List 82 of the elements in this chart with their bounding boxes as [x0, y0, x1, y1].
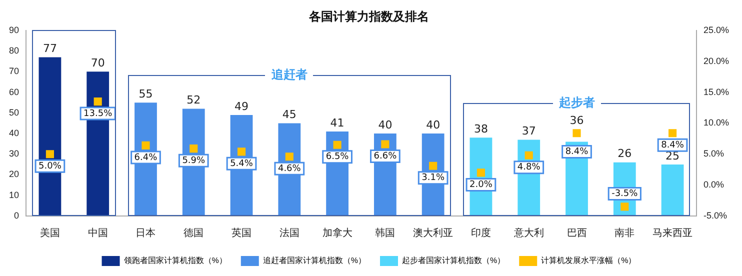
point — [476, 168, 486, 177]
data-label: 40 — [378, 118, 392, 132]
data-label: 6.4% — [134, 152, 158, 163]
data-label: 8.4% — [565, 147, 589, 158]
x-tick-label: 意大利 — [512, 226, 544, 239]
x-tick-label: 英国 — [232, 226, 252, 239]
legend-label: 追赶者国家计算机指数（%） — [262, 256, 366, 266]
y2-tick-label: 25.0% — [703, 24, 730, 35]
data-label: 8.4% — [661, 140, 684, 150]
annotation: 追赶者 — [265, 66, 314, 84]
point — [94, 98, 102, 106]
point — [285, 152, 294, 161]
data-label: 3.1% — [422, 173, 445, 184]
data-label: 4.8% — [517, 162, 541, 173]
y2-tick-label: 10.0% — [703, 118, 730, 128]
point — [142, 141, 150, 150]
point — [524, 151, 533, 160]
x-tick-label: 美国 — [40, 226, 60, 239]
x-tick-label: 日本 — [136, 226, 156, 239]
y-tick-label: 90 — [8, 24, 20, 35]
x-tick-label: 德国 — [184, 228, 204, 239]
bar — [661, 164, 684, 216]
y2-tick-label: 20.0% — [703, 56, 730, 66]
y-tick-label: 20 — [8, 169, 20, 180]
data-label: 5.9% — [182, 156, 206, 166]
legend-label: 计算机发展水平涨幅（%） — [541, 256, 636, 266]
x-tick-label: 中国 — [88, 226, 108, 239]
y2-tick-label: 15.0% — [703, 86, 730, 97]
data-label: -3.5% — [612, 189, 638, 200]
y2-tick-label: 5.0% — [703, 148, 724, 159]
point — [429, 162, 438, 170]
point — [237, 148, 246, 156]
annotation: 起步者 — [552, 94, 601, 112]
data-label: 38 — [474, 122, 488, 136]
data-label: 13.5% — [84, 108, 113, 119]
x-tick-label: 南非 — [614, 226, 635, 239]
point — [668, 129, 677, 138]
data-label: 70 — [90, 56, 105, 70]
point — [620, 202, 629, 211]
data-label: 55 — [138, 87, 153, 100]
x-tick-label: 加拿大 — [322, 226, 352, 239]
data-label: 41 — [330, 116, 344, 130]
y2-tick-label: -5.0% — [703, 210, 727, 220]
data-label: 5.0% — [38, 161, 62, 172]
chart-title: 各国计算力指数及排名 — [308, 10, 429, 24]
data-label: 45 — [282, 108, 296, 122]
y-tick-label: 10 — [8, 190, 20, 200]
y-tick-label: 60 — [8, 86, 20, 97]
y-tick-label: 80 — [8, 46, 20, 56]
data-label: 5.4% — [230, 159, 254, 169]
point — [333, 140, 342, 149]
data-label: 52 — [186, 94, 201, 107]
data-label: 49 — [234, 100, 249, 113]
data-label: 37 — [522, 124, 536, 138]
x-tick-label: 马来西亚 — [652, 226, 693, 239]
y-tick-label: 0 — [14, 210, 20, 220]
y-tick-label: 40 — [8, 128, 20, 138]
x-tick-label: 澳大利亚 — [413, 226, 454, 239]
legend-label: 领跑者国家计算机指数（%） — [124, 256, 227, 266]
data-label: 36 — [570, 114, 584, 127]
legend-label: 起步者国家计算机指数（%） — [402, 256, 506, 266]
point — [381, 140, 390, 148]
x-tick-label: 法国 — [279, 226, 300, 239]
x-tick-label: 印度 — [470, 226, 491, 239]
y-tick-label: 70 — [8, 66, 20, 76]
x-tick-label: 韩国 — [375, 226, 396, 239]
x-tick-label: 巴西 — [566, 228, 587, 239]
point — [46, 150, 54, 158]
data-label: 25 — [666, 149, 680, 162]
point — [572, 129, 581, 138]
point — [190, 144, 198, 153]
data-label: 4.6% — [278, 164, 302, 174]
data-label: 2.0% — [470, 180, 493, 190]
data-label: 40 — [426, 118, 440, 132]
data-label: 6.6% — [374, 152, 398, 162]
y-tick-label: 50 — [8, 107, 20, 118]
y-tick-label: 30 — [8, 148, 20, 159]
data-label: 77 — [42, 42, 57, 56]
data-label: 6.5% — [326, 152, 350, 162]
data-label: 26 — [618, 147, 632, 160]
y2-tick-label: 0.0% — [703, 180, 724, 190]
bar — [38, 57, 62, 216]
